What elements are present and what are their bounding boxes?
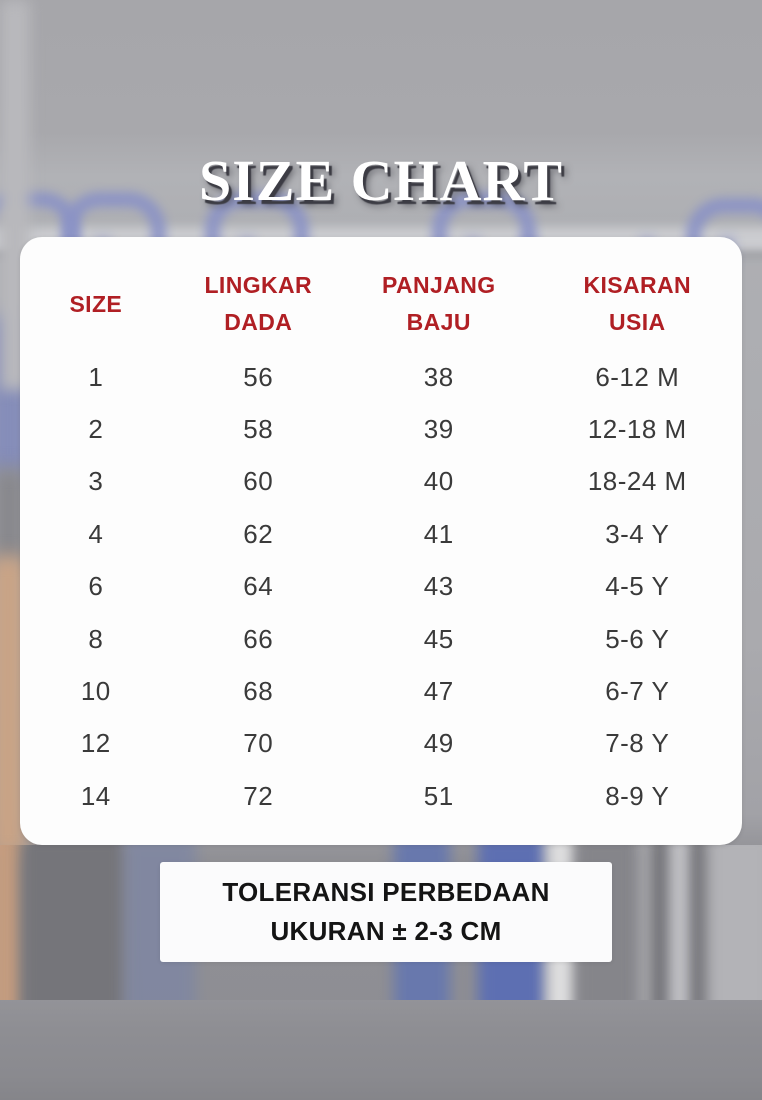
cell-length: 43 bbox=[423, 571, 454, 602]
table-body: 1 56 38 6-12 M 2 58 39 12-18 M 3 60 40 1… bbox=[20, 349, 742, 823]
blurred-garment bbox=[708, 845, 762, 1008]
column-header-chest: LINGKAR DADA bbox=[172, 267, 345, 341]
cell-size: 3 bbox=[88, 466, 104, 497]
cell-chest: 70 bbox=[243, 728, 274, 759]
table-row: 3 60 40 18-24 M bbox=[20, 456, 742, 508]
cell-size: 12 bbox=[80, 728, 111, 759]
header-line: SIZE bbox=[69, 290, 123, 317]
blurred-garment bbox=[20, 845, 126, 1008]
cell-chest: 58 bbox=[243, 414, 274, 445]
table-row: 2 58 39 12-18 M bbox=[20, 403, 742, 455]
blurred-garment bbox=[654, 845, 670, 1008]
cell-size: 2 bbox=[88, 414, 104, 445]
blurred-garment bbox=[692, 845, 708, 1008]
blurred-garment bbox=[670, 845, 692, 1008]
header-line: BAJU bbox=[406, 309, 471, 335]
table-row: 14 72 51 8-9 Y bbox=[20, 770, 742, 822]
tolerance-note: TOLERANSI PERBEDAAN UKURAN ± 2-3 CM bbox=[160, 862, 612, 962]
tolerance-note-line: UKURAN ± 2-3 CM bbox=[270, 916, 502, 946]
header-line: USIA bbox=[609, 309, 666, 335]
cell-age: 3-4 Y bbox=[605, 518, 670, 549]
cell-age: 5-6 Y bbox=[605, 623, 670, 654]
cell-size: 1 bbox=[88, 361, 104, 392]
table-row: 4 62 41 3-4 Y bbox=[20, 508, 742, 560]
column-header-length: PANJANG BAJU bbox=[345, 267, 533, 341]
blurred-floor bbox=[0, 1000, 762, 1100]
cell-size: 8 bbox=[88, 623, 104, 654]
size-table-card: SIZE LINGKAR DADA PANJANG BAJU KISARAN U… bbox=[20, 237, 742, 845]
cell-size: 6 bbox=[88, 571, 104, 602]
cell-age: 12-18 M bbox=[587, 414, 687, 445]
cell-size: 4 bbox=[88, 518, 104, 549]
table-row: 10 68 47 6-7 Y bbox=[20, 665, 742, 717]
cell-length: 40 bbox=[423, 466, 454, 497]
cell-age: 18-24 M bbox=[587, 466, 687, 497]
cell-chest: 60 bbox=[243, 466, 274, 497]
table-header-row: SIZE LINGKAR DADA PANJANG BAJU KISARAN U… bbox=[20, 237, 742, 349]
table-row: 8 66 45 5-6 Y bbox=[20, 613, 742, 665]
cell-chest: 68 bbox=[243, 676, 274, 707]
column-header-size: SIZE bbox=[20, 286, 172, 323]
cell-length: 47 bbox=[423, 676, 454, 707]
table-row: 1 56 38 6-12 M bbox=[20, 351, 742, 403]
blurred-garment bbox=[640, 845, 654, 1008]
cell-age: 6-12 M bbox=[595, 361, 680, 392]
header-line: DADA bbox=[224, 309, 293, 335]
cell-age: 8-9 Y bbox=[605, 780, 670, 811]
cell-length: 45 bbox=[423, 623, 454, 654]
page-title: SIZE CHART bbox=[198, 148, 564, 213]
cell-chest: 62 bbox=[243, 518, 274, 549]
cell-age: 4-5 Y bbox=[605, 571, 670, 602]
cell-length: 38 bbox=[423, 361, 454, 392]
cell-chest: 72 bbox=[243, 780, 274, 811]
tolerance-note-line: TOLERANSI PERBEDAAN bbox=[222, 877, 550, 907]
cell-size: 14 bbox=[80, 780, 111, 811]
cell-chest: 56 bbox=[243, 361, 274, 392]
table-row: 6 64 43 4-5 Y bbox=[20, 561, 742, 613]
column-header-age: KISARAN USIA bbox=[533, 267, 742, 341]
header-line: PANJANG bbox=[381, 272, 496, 298]
header-line: KISARAN bbox=[583, 272, 692, 298]
table-row: 12 70 49 7-8 Y bbox=[20, 718, 742, 770]
cell-chest: 64 bbox=[243, 571, 274, 602]
cell-size: 10 bbox=[80, 676, 111, 707]
cell-length: 39 bbox=[423, 414, 454, 445]
cell-age: 7-8 Y bbox=[605, 728, 670, 759]
cell-age: 6-7 Y bbox=[605, 676, 670, 707]
cell-length: 41 bbox=[423, 518, 454, 549]
cell-length: 49 bbox=[423, 728, 454, 759]
cell-length: 51 bbox=[423, 780, 454, 811]
header-line: LINGKAR bbox=[204, 272, 313, 298]
cell-chest: 66 bbox=[243, 623, 274, 654]
